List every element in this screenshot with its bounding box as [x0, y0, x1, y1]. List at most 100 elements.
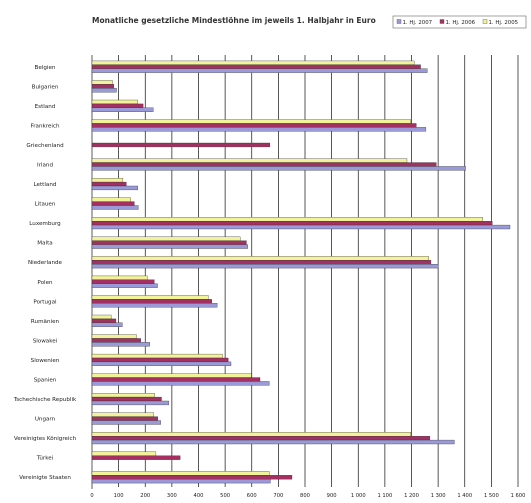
category-label-bg-9 — [6, 238, 86, 248]
x-tick-label-14: 1 400 — [457, 493, 472, 499]
bar-9-0 — [91, 236, 241, 241]
category-label-bg-13 — [6, 316, 86, 326]
x-tick-label-0: 0 — [90, 493, 93, 499]
bar-6-2 — [91, 185, 138, 191]
x-tick-label-12: 1 200 — [404, 493, 419, 499]
bar-17-1 — [91, 396, 162, 402]
category-label-0: Belgien — [35, 65, 56, 71]
category-label-bg-3 — [6, 120, 86, 130]
bar-9-2 — [91, 244, 248, 249]
bar-16-1 — [91, 377, 261, 382]
bar-15-2 — [91, 361, 232, 366]
bar-11-2 — [91, 283, 158, 288]
legend-swatch-1 — [439, 19, 445, 24]
bar-11-0 — [91, 275, 148, 280]
bar-12-1 — [91, 299, 212, 304]
bar-10-0 — [91, 256, 429, 261]
bar-2-2 — [91, 107, 154, 112]
category-label-3: Frankreich — [30, 123, 60, 129]
legend-entry-2: 1. Hj. 2005 — [489, 20, 519, 26]
category-label-bg-21 — [6, 472, 86, 482]
category-label-7: Litauen — [35, 202, 56, 208]
bar-13-2 — [91, 322, 123, 327]
category-label-1: Bulgarien — [32, 84, 59, 90]
category-label-bg-1 — [6, 81, 86, 91]
category-label-9: Malta — [37, 241, 52, 247]
x-tick-label-7: 700 — [273, 493, 283, 499]
chart-title: Monatliche gesetzliche Mindestlöhne im j… — [92, 16, 376, 25]
legend-entry-0: 1. Hj. 2007 — [403, 20, 433, 26]
bar-1-2 — [91, 88, 117, 93]
category-label-bg-16 — [6, 375, 86, 384]
bar-13-0 — [91, 314, 112, 320]
bar-5-0 — [91, 158, 408, 163]
bar-13-1 — [91, 318, 117, 323]
bar-12-2 — [91, 303, 218, 308]
bar-0-0 — [91, 60, 415, 65]
bar-16-0 — [91, 373, 252, 378]
bar-7-2 — [91, 205, 139, 210]
x-tick-label-2: 200 — [140, 493, 150, 499]
bar-3-1 — [91, 123, 417, 128]
bar-10-1 — [91, 260, 432, 265]
bar-18-0 — [91, 412, 154, 417]
category-label-17: Tschechische Republik — [13, 397, 77, 403]
bar-0-1 — [91, 64, 421, 69]
bar-15-1 — [91, 357, 229, 363]
bar-17-2 — [91, 400, 169, 406]
category-label-bg-15 — [6, 355, 86, 365]
category-label-11: Polen — [37, 280, 53, 286]
bar-10-2 — [91, 264, 439, 269]
bar-19-0 — [91, 432, 411, 437]
bar-14-2 — [91, 342, 150, 347]
bar-20-0 — [91, 451, 157, 456]
category-label-2: Estland — [35, 104, 56, 110]
category-label-14: Slowakei — [33, 338, 58, 344]
bar-2-0 — [91, 99, 138, 105]
x-tick-label-3: 300 — [167, 493, 177, 499]
bar-12-0 — [91, 295, 209, 300]
bar-0-2 — [91, 68, 428, 73]
bar-5-1 — [91, 162, 437, 167]
x-tick-label-16: 1 600 — [511, 493, 526, 499]
bar-21-0 — [91, 471, 270, 476]
legend-entry-1: 1. Hj. 2006 — [446, 20, 476, 26]
category-label-bg-17 — [6, 394, 86, 404]
category-label-bg-5 — [6, 160, 86, 169]
category-label-bg-11 — [6, 277, 86, 287]
x-tick-label-9: 900 — [327, 493, 337, 499]
category-label-bg-14 — [6, 335, 86, 345]
category-label-bg-7 — [6, 199, 86, 209]
bar-8-2 — [91, 224, 511, 230]
bar-3-0 — [91, 119, 411, 124]
bar-4-1 — [91, 142, 271, 148]
x-tick-label-1: 100 — [114, 493, 124, 499]
bar-21-1 — [91, 475, 293, 480]
x-tick-label-10: 1 000 — [351, 493, 366, 499]
x-tick-label-8: 800 — [300, 493, 310, 499]
bar-14-1 — [91, 338, 141, 343]
bar-6-0 — [91, 178, 124, 183]
category-label-bg-12 — [6, 296, 86, 306]
category-label-12: Portugal — [33, 299, 57, 305]
category-label-bg-19 — [6, 433, 86, 443]
bar-2-1 — [91, 103, 144, 108]
bar-6-1 — [91, 181, 127, 187]
category-label-5: Irland — [37, 163, 53, 169]
category-label-18: Ungarn — [35, 417, 56, 423]
x-axis-ticks: 0 100 200 300 400 500 600 700 800 900 1 000 1 100 1 … — [90, 493, 525, 499]
bar-18-2 — [91, 420, 161, 425]
category-label-bg-4 — [6, 140, 86, 150]
x-tick-label-5: 500 — [220, 493, 230, 499]
bar-21-2 — [91, 479, 271, 484]
category-label-8: Luxemburg — [29, 221, 61, 227]
bar-14-0 — [91, 334, 137, 339]
category-label-4: Griechenland — [26, 143, 64, 149]
x-tick-label-15: 1 500 — [484, 493, 499, 499]
bars — [91, 60, 511, 484]
bar-7-0 — [91, 197, 131, 202]
category-label-13: Rumänien — [31, 319, 60, 325]
category-label-bg-10 — [6, 257, 86, 267]
category-label-20: Türkei — [36, 456, 54, 462]
category-label-6: Lettland — [34, 182, 57, 188]
